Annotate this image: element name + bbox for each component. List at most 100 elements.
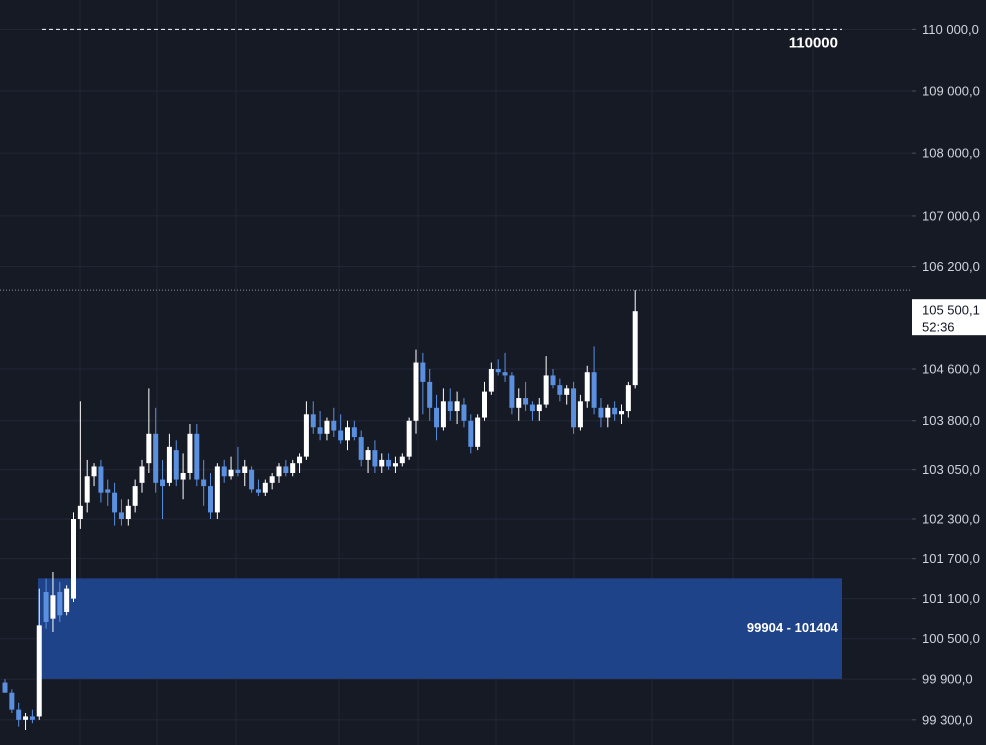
- candle-body: [557, 385, 563, 395]
- candle-body: [420, 362, 426, 382]
- candle-body: [345, 427, 350, 441]
- candle-body: [269, 476, 275, 483]
- candle-body: [9, 692, 15, 710]
- candle-body: [358, 437, 364, 460]
- candle-body: [235, 469, 241, 473]
- y-tick-label: 99 900,0: [922, 672, 973, 687]
- candle-body: [180, 472, 186, 480]
- y-tick-label: 104 600,0: [922, 361, 980, 376]
- candle-body: [619, 411, 624, 415]
- candle-body: [221, 466, 227, 477]
- candle-body: [331, 420, 337, 431]
- candle-body: [153, 433, 159, 483]
- candle-body: [187, 433, 193, 473]
- candle-body: [475, 417, 481, 447]
- candle-body: [427, 381, 433, 408]
- candle-body: [71, 518, 76, 599]
- candle-body: [406, 420, 412, 457]
- candle-body: [454, 401, 460, 412]
- countdown-label: 52:36: [922, 320, 955, 335]
- candle-body: [529, 404, 535, 412]
- candle-body: [290, 463, 296, 473]
- candle-body: [77, 505, 83, 519]
- candle-body: [317, 427, 323, 434]
- candle-body: [125, 505, 131, 519]
- candle-body: [303, 414, 309, 457]
- candle-body: [392, 463, 398, 467]
- candle-body: [29, 716, 35, 720]
- candle-body: [146, 433, 152, 464]
- candle-body: [118, 512, 124, 519]
- candle-body: [36, 625, 42, 717]
- candle-body: [447, 401, 453, 412]
- candle-body: [160, 479, 166, 487]
- candle-body: [509, 375, 515, 408]
- candle-body: [84, 476, 90, 503]
- price-zone: [38, 578, 842, 679]
- y-tick-label: 103 050,0: [922, 462, 980, 477]
- candle-body: [338, 430, 344, 441]
- candle-body: [399, 456, 405, 464]
- candle-body: [605, 407, 611, 418]
- candle-body: [612, 407, 618, 415]
- y-tick-label: 103 800,0: [922, 413, 980, 428]
- candle-body: [249, 469, 255, 490]
- candle-body: [584, 372, 590, 402]
- candle-body: [64, 588, 70, 612]
- candle-body: [564, 388, 570, 395]
- candle-body: [434, 407, 440, 428]
- candle-body: [372, 450, 378, 467]
- candle-body: [166, 446, 172, 483]
- candle-body: [255, 489, 261, 493]
- candle-body: [351, 427, 357, 438]
- level-label: 110000: [789, 34, 838, 51]
- y-tick-label: 101 100,0: [922, 591, 980, 606]
- candle-body: [105, 489, 111, 493]
- y-tick-label: 108 000,0: [922, 146, 980, 161]
- y-tick-label: 99 300,0: [922, 712, 973, 727]
- candle-body: [91, 466, 97, 477]
- candle-body: [201, 479, 207, 487]
- candle-body: [571, 388, 577, 428]
- candle-body: [598, 407, 604, 418]
- candle-body: [536, 404, 542, 412]
- candle-body: [386, 459, 392, 467]
- candle-body: [543, 375, 549, 405]
- candle-body: [440, 401, 446, 428]
- candle-body: [502, 372, 508, 376]
- y-tick-label: 107 000,0: [922, 208, 980, 223]
- candle-body: [297, 456, 303, 464]
- y-tick-label: 110 000,0: [922, 22, 979, 37]
- y-tick-label: 106 200,0: [922, 259, 980, 274]
- candle-body: [139, 466, 145, 483]
- candle-body: [214, 466, 220, 513]
- candle-body: [43, 591, 49, 623]
- candle-body: [482, 391, 487, 418]
- candle-body: [23, 716, 29, 720]
- candle-body: [16, 709, 22, 720]
- y-tick-label: 109 000,0: [922, 83, 980, 98]
- candle-body: [591, 372, 597, 408]
- candle-body: [57, 591, 63, 616]
- candle-body: [228, 469, 234, 477]
- candle-body: [132, 486, 138, 506]
- candle-body: [625, 385, 631, 412]
- candle-body: [523, 398, 529, 405]
- y-tick-label: 101 700,0: [922, 551, 980, 566]
- candle-body: [495, 368, 501, 373]
- candle-body: [262, 482, 268, 493]
- candle-body: [310, 414, 316, 428]
- candle-body: [208, 486, 213, 513]
- candle-body: [550, 375, 556, 386]
- y-tick-label: 102 300,0: [922, 511, 980, 526]
- zone-label: 99904 - 101404: [747, 620, 839, 635]
- candle-body: [461, 404, 467, 421]
- candle-body: [173, 450, 179, 480]
- candle-body: [516, 398, 522, 408]
- candle-body: [283, 466, 289, 473]
- y-tick-label: 100 500,0: [922, 631, 980, 646]
- candle-body: [365, 450, 371, 460]
- current-price-box: [912, 299, 986, 336]
